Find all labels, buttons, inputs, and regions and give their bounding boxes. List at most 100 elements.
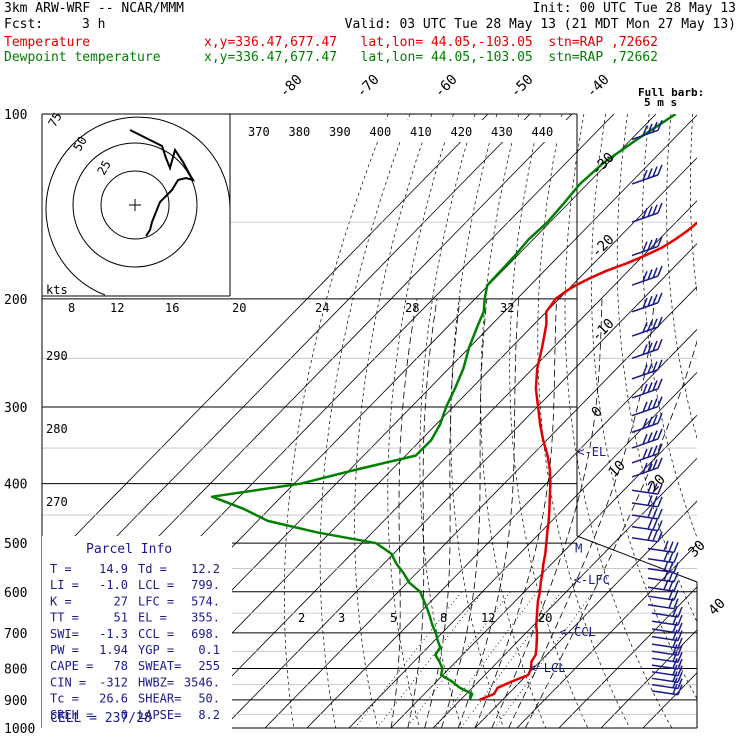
wind-barb-feather bbox=[657, 443, 663, 455]
wind-barb-feather bbox=[647, 507, 653, 518]
dry-adiabat bbox=[354, 114, 433, 728]
wind-barb-feather bbox=[652, 507, 658, 519]
wind-barb-feather bbox=[652, 318, 658, 330]
moist-adiabat bbox=[525, 339, 697, 728]
hodo-ring-75 bbox=[45, 116, 231, 296]
dry-adiabat bbox=[591, 114, 697, 700]
forecast-label: Fcst: bbox=[4, 17, 44, 32]
hodo-ring-label: 75 bbox=[45, 110, 64, 130]
wind-barb-feather bbox=[672, 636, 678, 648]
dry-adiabat bbox=[666, 114, 697, 440]
wind-barb-feather bbox=[677, 671, 683, 683]
wind-barb-feather bbox=[657, 120, 663, 131]
dewpoint-profile bbox=[210, 114, 677, 701]
pressure-label: 700 bbox=[4, 627, 27, 642]
hodo-speed-label: 32 bbox=[500, 301, 514, 315]
hodo-speed-label: 8 bbox=[68, 301, 75, 315]
barb-legend-title: Full barb: bbox=[638, 86, 704, 99]
wind-barb-feather bbox=[647, 461, 653, 472]
isotherm bbox=[516, 543, 697, 728]
wind-barb-feather bbox=[668, 589, 674, 600]
isotherm-label: 40 bbox=[706, 596, 729, 619]
wind-barb-feather bbox=[652, 267, 658, 279]
wind-barb-feather bbox=[657, 202, 663, 214]
wind-barb-feather bbox=[672, 658, 678, 669]
wind-barb-feather bbox=[657, 483, 663, 495]
mixing-ratio-label: 20 bbox=[538, 611, 552, 625]
wind-barb-feather bbox=[642, 125, 648, 136]
wind-barb-feather bbox=[677, 665, 683, 676]
wind-barb-feather bbox=[673, 552, 679, 563]
pressure-label: 200 bbox=[4, 293, 27, 308]
wind-barb-feather bbox=[672, 671, 678, 682]
mixing-ratio-label: 12 bbox=[481, 611, 495, 625]
pressure-label: 600 bbox=[4, 586, 27, 601]
wind-barb-feather bbox=[642, 207, 648, 219]
wind-barb-feather bbox=[642, 448, 648, 460]
level-annotation: <-EL bbox=[577, 445, 606, 459]
dry-adiabat bbox=[419, 114, 476, 728]
theta-e-label: 370 bbox=[248, 125, 270, 139]
wind-barb-feather bbox=[642, 241, 648, 252]
dry-adiabat bbox=[690, 114, 697, 297]
isotherm bbox=[348, 371, 697, 728]
wind-barb-feather bbox=[657, 520, 663, 531]
wind-barb-feather bbox=[652, 237, 658, 249]
wind-barb-feather bbox=[673, 598, 679, 609]
wind-barb-feather bbox=[657, 531, 663, 542]
valid-time: Valid: 03 UTC Tue 28 May 13 (21 MDT Mon … bbox=[344, 17, 736, 32]
wind-barb-feather bbox=[672, 629, 678, 641]
wind-barb-feather bbox=[652, 483, 658, 494]
theta-e-label: 380 bbox=[289, 125, 311, 139]
wind-barb-feather bbox=[673, 580, 679, 592]
wind-barb-feather bbox=[647, 529, 653, 541]
wind-barb-feather bbox=[647, 399, 653, 411]
barb-legend-units: 5 m s bbox=[644, 96, 677, 109]
profiles bbox=[210, 114, 697, 702]
wind-barb-feather bbox=[673, 571, 679, 583]
level-annotation: <-CCL bbox=[560, 625, 596, 639]
wind-barb-feather bbox=[642, 271, 648, 282]
isotherm bbox=[264, 286, 697, 728]
wind-barb-feather bbox=[657, 265, 663, 277]
wind-barb-feather bbox=[647, 382, 653, 393]
wind-barb-feather bbox=[663, 560, 669, 572]
pressure-label: 400 bbox=[4, 478, 27, 493]
model-title: 3km ARW-WRF -- NCAR/MMM bbox=[4, 1, 185, 16]
wind-barb-feather bbox=[647, 518, 653, 530]
theta-e-label-band bbox=[232, 120, 577, 142]
hodo-ring-50 bbox=[72, 142, 198, 268]
wind-barbs bbox=[631, 120, 683, 696]
hodo-ring-25 bbox=[100, 170, 170, 240]
wind-barb-feather bbox=[642, 297, 648, 309]
wind-barb-feather bbox=[677, 606, 683, 618]
hodo-speed-label: 20 bbox=[232, 301, 246, 315]
wind-barb-feather bbox=[677, 614, 683, 626]
wind-barb-feather bbox=[647, 239, 653, 251]
theta-e-label: 410 bbox=[410, 125, 432, 139]
wind-barb-feather bbox=[647, 495, 653, 506]
theta-label: 280 bbox=[46, 422, 68, 436]
isotherm-label: -40 bbox=[584, 72, 613, 101]
wind-barb-feather bbox=[642, 321, 648, 333]
pressure-label: 300 bbox=[4, 401, 27, 416]
wind-barb-feather bbox=[657, 428, 663, 440]
wind-barb-feather bbox=[657, 338, 663, 350]
init-time: Init: 00 UTC Tue 28 May 13 bbox=[532, 1, 737, 16]
wind-barb-feather bbox=[652, 445, 658, 456]
isotherm-label: -30 bbox=[589, 150, 618, 179]
wind-barb-feather bbox=[668, 551, 674, 563]
wind-barb-feather bbox=[647, 362, 653, 374]
forecast-hour: 3 h bbox=[82, 17, 106, 32]
wind-barb-feather bbox=[647, 482, 653, 493]
wind-barb-feather bbox=[652, 519, 658, 531]
wind-barb-feather bbox=[647, 295, 653, 307]
wind-barb-feather bbox=[657, 396, 663, 407]
theta-e-label: 400 bbox=[370, 125, 392, 139]
wind-barb-feather bbox=[668, 541, 674, 552]
wind-barb-feather bbox=[663, 540, 669, 552]
hodo-speed-label: 28 bbox=[405, 301, 419, 315]
wind-barb-feather bbox=[647, 123, 653, 135]
wind-barb-feather bbox=[652, 204, 658, 216]
